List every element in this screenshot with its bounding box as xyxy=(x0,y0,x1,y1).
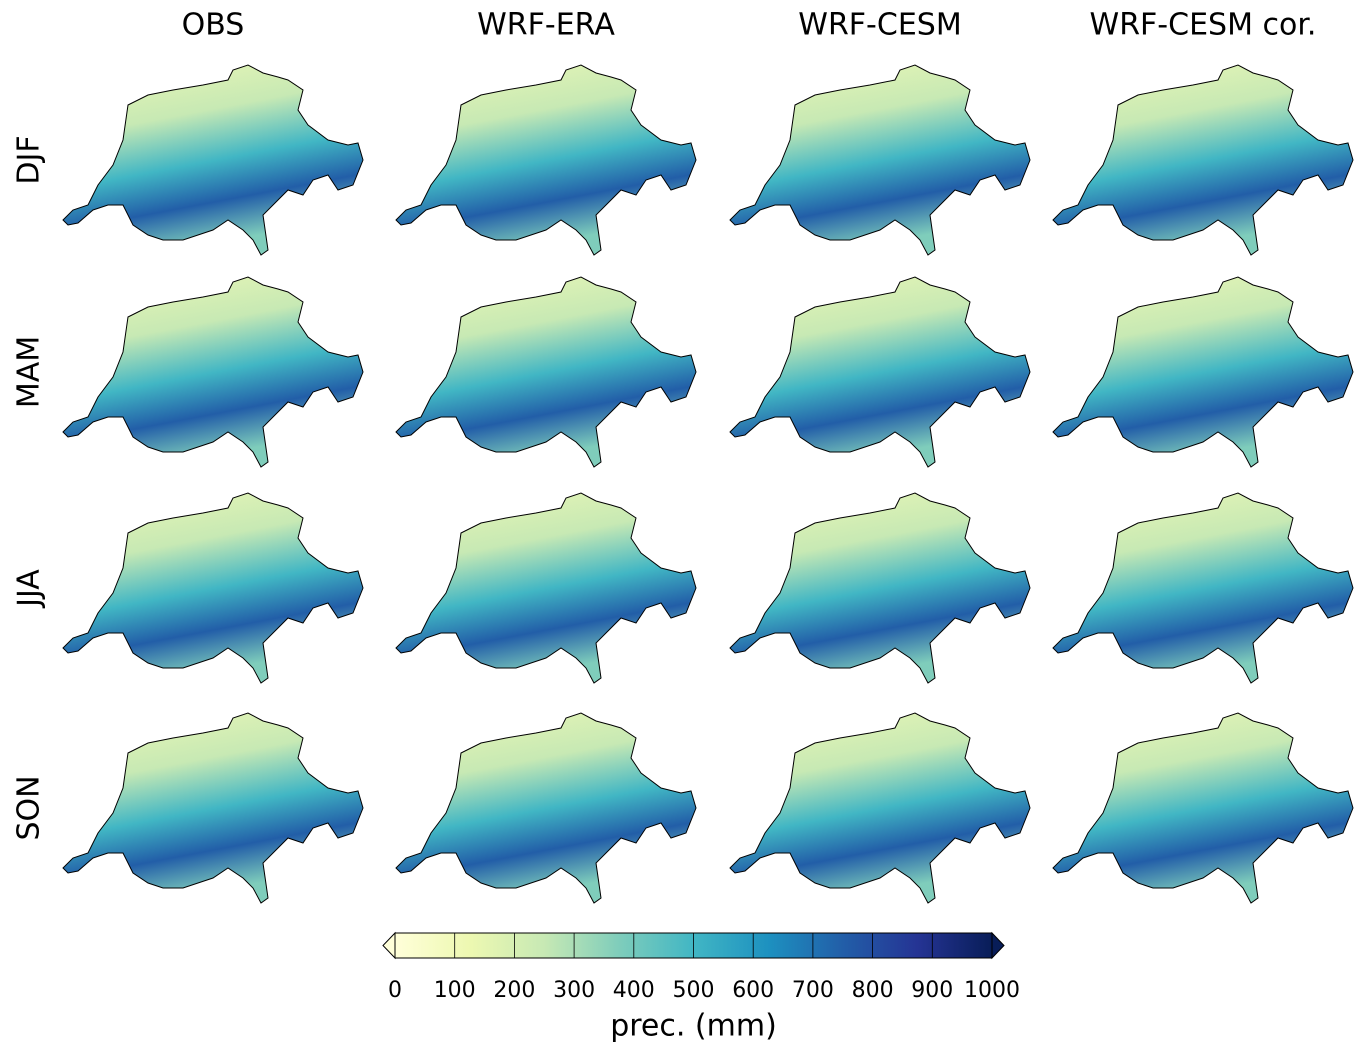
colorbar-extend xyxy=(382,931,396,960)
map-panel xyxy=(395,492,697,684)
column-title: WRF-CESM cor. xyxy=(1090,8,1317,43)
map-panel xyxy=(62,276,364,468)
column-title: WRF-ERA xyxy=(477,8,615,43)
colorbar: 0 100 200 300 400 500 600 700 800 900 1000 prec. (m… xyxy=(382,931,1020,1044)
map-panel xyxy=(1052,276,1354,468)
colorbar-tick-label: 900 xyxy=(911,978,953,1003)
colorbar-tick-label: 0 xyxy=(388,978,402,1003)
colorbar-tick-label: 100 xyxy=(434,978,476,1003)
map-panel xyxy=(1052,64,1354,256)
map-panel xyxy=(1052,492,1354,684)
colorbar-tick-label: 600 xyxy=(732,978,774,1003)
colorbar-tick-label: 500 xyxy=(673,978,715,1003)
map-panel xyxy=(729,712,1031,904)
colorbar-tick-label: 300 xyxy=(553,978,595,1003)
map-panel xyxy=(729,492,1031,684)
column-title: WRF-CESM xyxy=(798,8,961,43)
map-panel xyxy=(729,276,1031,468)
colorbar-tick-label: 1000 xyxy=(964,978,1020,1003)
map-panel xyxy=(1052,712,1354,904)
colorbar-extend xyxy=(991,931,1005,960)
colorbar-label: prec. (mm) xyxy=(610,1009,777,1044)
map-panel xyxy=(729,64,1031,256)
map-panel xyxy=(62,64,364,256)
row-title: MAM xyxy=(12,336,47,408)
panels xyxy=(62,64,1354,904)
map-panel xyxy=(395,64,697,256)
row-title: SON xyxy=(12,775,47,840)
colorbar-tick-label: 800 xyxy=(852,978,894,1003)
colorbar-tick-label: 400 xyxy=(613,978,655,1003)
colorbar-tick-label: 200 xyxy=(493,978,535,1003)
map-panel xyxy=(395,276,697,468)
row-title: DJF xyxy=(12,135,47,184)
map-panel xyxy=(62,712,364,904)
column-title: OBS xyxy=(182,8,245,43)
colorbar-tick-label: 700 xyxy=(792,978,834,1003)
map-panel xyxy=(395,712,697,904)
map-panel xyxy=(62,492,364,684)
row-title: JJA xyxy=(12,569,47,609)
